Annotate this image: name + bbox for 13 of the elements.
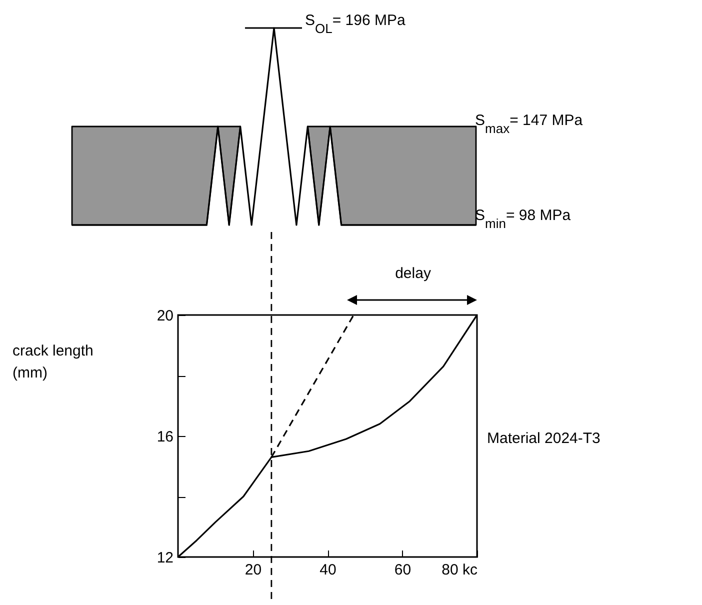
x-tick-label: 60 <box>394 562 412 578</box>
text: delay <box>395 265 432 282</box>
text: Material 2024-T3 <box>487 430 600 447</box>
x-tick-label: 40 <box>320 562 336 578</box>
x-tick-label: 80 kc <box>442 562 478 578</box>
annotation: S$_{max}$= 147 MPa <box>475 112 584 136</box>
annotation: S$_{min}$= 98 MPa <box>475 207 572 230</box>
annotation: S$_{OL}$= 196 MPa <box>305 12 406 36</box>
y-axis-title: crack length (mm) <box>12 342 94 382</box>
y-tick-label: 12 <box>156 550 174 566</box>
x-tick-label: 20 <box>244 562 262 578</box>
y-tick-label: 20 <box>156 308 174 324</box>
y-tick-label: 16 <box>156 428 174 446</box>
